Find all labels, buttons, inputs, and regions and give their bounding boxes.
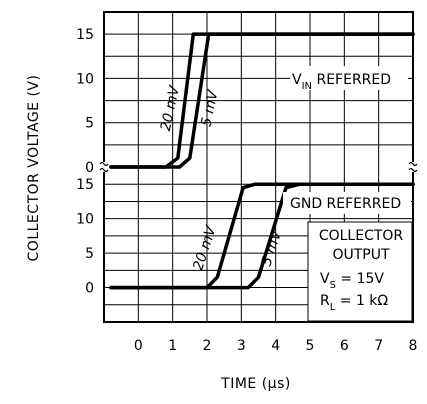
panel-label-gnd: GND REFERRED [290, 196, 401, 212]
series-layer: 20 mV 5 mV 20 mV 5 mV VIN REFERRED GND REFERR… [109, 32, 415, 322]
y-tick-label: 10 [76, 212, 94, 228]
x-tick-label: 3 [237, 338, 246, 354]
annotation-line: COLLECTOR [319, 228, 404, 244]
y-tick-label: 15 [76, 27, 94, 43]
panel-label-vin: VIN REFERRED [292, 72, 391, 92]
x-tick-label: 2 [203, 338, 212, 354]
y-tick-label: 0 [85, 281, 94, 297]
y-tick-label: 15 [76, 177, 94, 193]
panel-label-bg [290, 66, 408, 90]
y-tick-label: 10 [76, 71, 94, 87]
axis-break-mark [99, 167, 109, 173]
series-label: 20 mV [158, 83, 183, 132]
axis-break-mark [408, 161, 418, 167]
labels: COLLECTOR VOLTAGE (V) TIME (μs) [26, 75, 291, 392]
series-label: 5 mV [259, 227, 286, 268]
annotation-rl: RL = 1 kΩ [320, 293, 388, 313]
panel-label-bg [283, 192, 411, 214]
series-label: 20 mV [190, 223, 220, 273]
y-tick-label: 0 [85, 160, 94, 176]
annotation-box [307, 221, 413, 322]
axis-break-mark [99, 161, 109, 167]
x-tick-label: 0 [134, 338, 143, 354]
annotation-vs: VS = 15V [320, 271, 384, 291]
series-label: 5 mV [198, 88, 222, 128]
y-tick-label: 5 [85, 246, 94, 262]
x-tick-label: 7 [374, 338, 383, 354]
y-axis-label: COLLECTOR VOLTAGE (V) [26, 75, 42, 262]
x-tick-label: 1 [168, 338, 177, 354]
x-tick-label: 8 [409, 338, 418, 354]
annotation-line: OUTPUT [332, 247, 390, 263]
x-axis-label: TIME (μs) [220, 376, 291, 392]
series-line-5mv [109, 182, 415, 290]
x-tick-label: 6 [340, 338, 349, 354]
axis-break-bg [409, 162, 417, 172]
x-tick-label: 4 [271, 338, 280, 354]
x-tick-label: 5 [306, 338, 315, 354]
axis-break-bg [100, 162, 108, 172]
series-line-5mv [109, 32, 415, 169]
y-tick-label: 5 [85, 116, 94, 132]
axis-break-mark [408, 167, 418, 173]
